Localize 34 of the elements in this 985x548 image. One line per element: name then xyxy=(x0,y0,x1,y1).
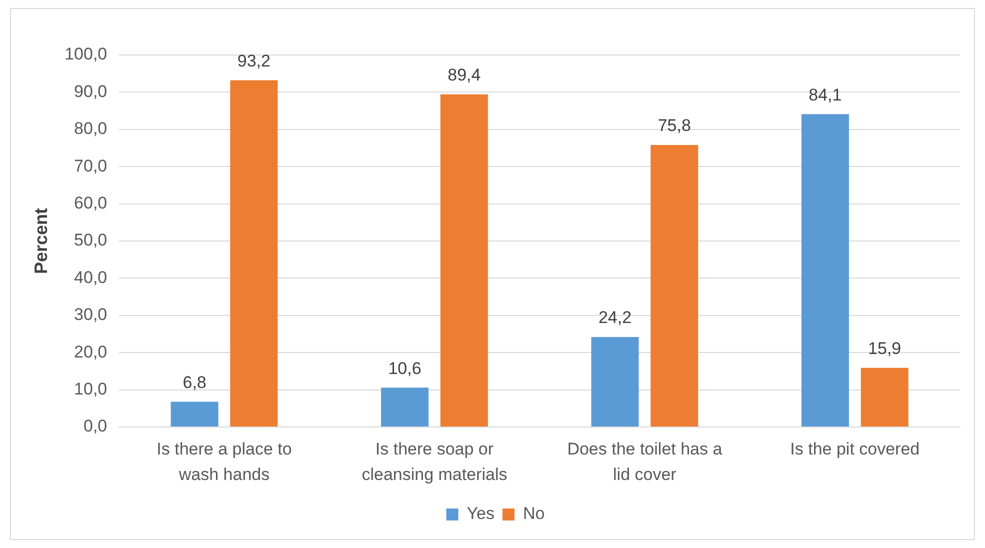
bar xyxy=(230,80,278,426)
x-tick-label: Is there soap or cleansing materials xyxy=(362,439,508,484)
y-tick-label: 0,0 xyxy=(84,416,108,436)
bar xyxy=(591,336,639,426)
legend-label: No xyxy=(523,504,545,524)
y-tick-label: 50,0 xyxy=(74,230,108,250)
data-label: 6,8 xyxy=(182,372,206,392)
y-tick-label: 90,0 xyxy=(74,82,108,101)
y-tick-label: 40,0 xyxy=(74,268,108,287)
y-tick-label: 60,0 xyxy=(74,193,108,212)
data-label: 75,8 xyxy=(658,116,691,136)
y-tick-label: 80,0 xyxy=(74,119,108,138)
y-tick-label: 100,0 xyxy=(64,44,108,64)
data-label: 93,2 xyxy=(237,51,270,70)
y-tick-label: 70,0 xyxy=(74,156,108,176)
bar xyxy=(440,94,488,426)
y-tick-label: 20,0 xyxy=(74,342,108,362)
data-label: 84,1 xyxy=(808,85,842,104)
y-tick-label: 30,0 xyxy=(74,305,108,324)
bar xyxy=(860,368,908,426)
bar xyxy=(381,388,429,426)
data-label: 24,2 xyxy=(598,308,632,328)
x-tick-label: Is there a place to wash hands xyxy=(156,439,292,484)
legend-label: Yes xyxy=(466,504,494,524)
bar xyxy=(170,402,218,426)
x-tick-label: Is the pit covered xyxy=(790,439,920,458)
y-axis-title: Percent xyxy=(30,208,51,274)
data-label: 89,4 xyxy=(448,66,481,85)
bar xyxy=(801,114,849,426)
bar xyxy=(650,145,698,426)
data-label: 15,9 xyxy=(868,339,902,358)
data-label: 10,6 xyxy=(388,358,422,378)
x-tick-label: Does the toilet has a lid cover xyxy=(567,439,723,484)
y-tick-label: 10,0 xyxy=(74,379,108,398)
